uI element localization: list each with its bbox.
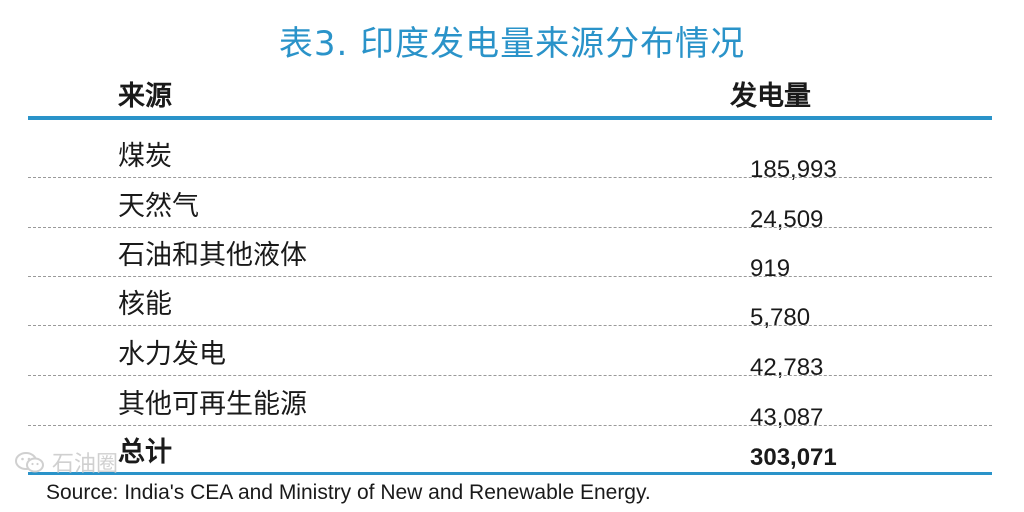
table-row: 石油和其他液体 919 bbox=[28, 227, 992, 282]
table-row: 煤炭 185,993 bbox=[28, 128, 992, 183]
row-divider bbox=[28, 227, 992, 228]
row-divider bbox=[28, 325, 992, 326]
column-header-value: 发电量 bbox=[730, 81, 811, 112]
row-source: 核能 bbox=[118, 289, 172, 320]
row-value: 43,087 bbox=[750, 404, 824, 431]
row-value: 185,993 bbox=[750, 156, 837, 183]
source-note: Source: India's CEA and Ministry of New … bbox=[46, 481, 651, 504]
row-divider bbox=[28, 177, 992, 178]
total-value: 303,071 bbox=[750, 444, 837, 471]
watermark: 石油圈 bbox=[14, 446, 118, 478]
row-source: 石油和其他液体 bbox=[118, 240, 307, 271]
row-divider bbox=[28, 276, 992, 277]
row-value: 24,509 bbox=[750, 206, 824, 233]
row-source: 其他可再生能源 bbox=[118, 389, 307, 420]
watermark-text: 石油圈 bbox=[52, 452, 119, 477]
row-divider bbox=[28, 375, 992, 376]
row-source: 水力发电 bbox=[118, 339, 226, 370]
row-divider bbox=[28, 425, 992, 426]
header-rule bbox=[28, 116, 992, 120]
total-label: 总计 bbox=[118, 437, 172, 468]
table-row: 水力发电 42,783 bbox=[28, 326, 992, 381]
footer-rule bbox=[28, 472, 992, 475]
table-row: 核能 5,780 bbox=[28, 276, 992, 331]
table-title: 表3. 印度发电量来源分布情况 bbox=[278, 24, 746, 64]
row-value: 42,783 bbox=[750, 354, 824, 381]
row-value: 919 bbox=[750, 255, 791, 282]
row-value: 5,780 bbox=[750, 304, 811, 331]
wechat-icon bbox=[15, 452, 44, 473]
column-header-source: 来源 bbox=[118, 81, 172, 112]
table-row: 天然气 24,509 bbox=[28, 178, 992, 233]
total-row: 总计 303,071 bbox=[28, 424, 992, 471]
table-row: 其他可再生能源 43,087 bbox=[28, 376, 992, 431]
row-source: 天然气 bbox=[118, 191, 199, 222]
row-source: 煤炭 bbox=[118, 141, 172, 172]
